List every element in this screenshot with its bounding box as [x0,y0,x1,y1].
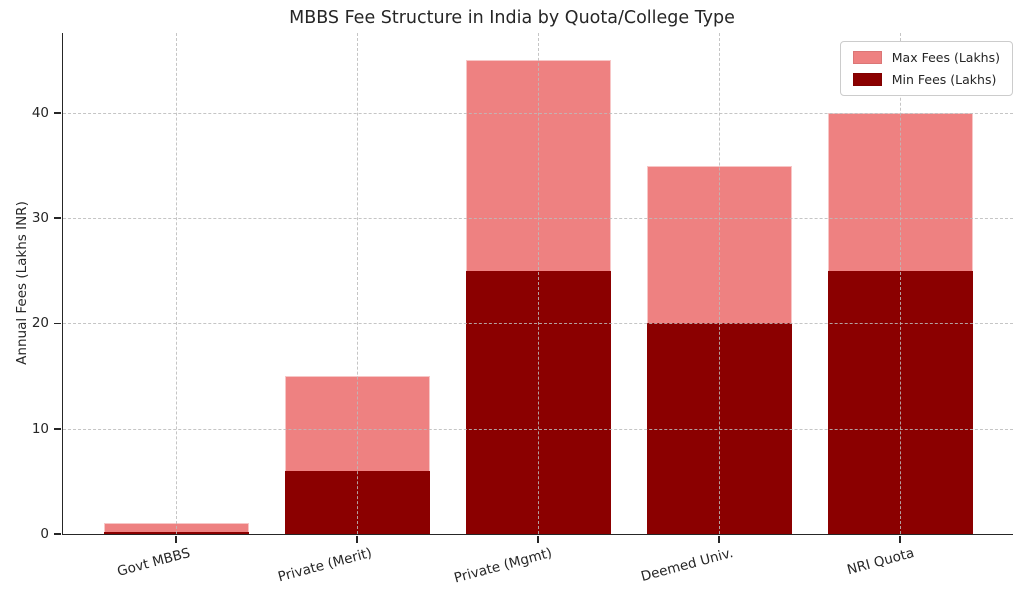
y-tick-label: 20 [31,315,49,332]
legend-swatch [852,51,882,64]
bar-min-fees [827,270,973,534]
bar-min-fees [103,531,249,534]
y-tick-label: 10 [31,420,49,437]
x-tick-label: NRI Quota [845,545,917,579]
gridline-vertical [176,33,177,534]
legend-label: Min Fees (Lakhs) [891,72,997,87]
bar-min-fees [465,270,611,534]
legend-item: Max Fees (Lakhs) [852,50,1000,65]
y-tick-mark [54,427,61,430]
y-tick-label: 40 [31,104,49,121]
bar-min-fees [646,323,792,534]
chart-title: MBBS Fee Structure in India by Quota/Col… [289,8,735,28]
x-tick-mark [899,535,901,543]
y-tick-mark [54,112,61,114]
x-tick-mark [356,535,358,543]
x-tick-mark [718,535,720,543]
legend-item: Min Fees (Lakhs) [852,72,1000,87]
legend-label: Max Fees (Lakhs) [891,50,1000,65]
x-tick-label: Deemed Univ. [639,545,736,585]
x-tick-label: Private (Merit) [275,545,374,586]
legend: Max Fees (Lakhs) Min Fees (Lakhs) [839,41,1013,96]
y-tick-mark [54,533,61,535]
x-tick-mark [175,535,177,543]
x-tick-label: Private (Mgmt) [452,545,555,587]
y-tick-label: 30 [31,210,49,227]
x-tick-mark [537,535,539,543]
y-tick-label: 0 [40,526,49,542]
x-tick-label: Govt MBBS [115,545,193,580]
bar-min-fees [284,470,430,534]
plot-area: 0 10 20 30 40 Govt MBBS Private (Merit) Private… [32,33,1013,586]
legend-swatch [852,73,882,86]
y-tick-mark [54,217,61,220]
y-tick-mark [54,322,61,325]
